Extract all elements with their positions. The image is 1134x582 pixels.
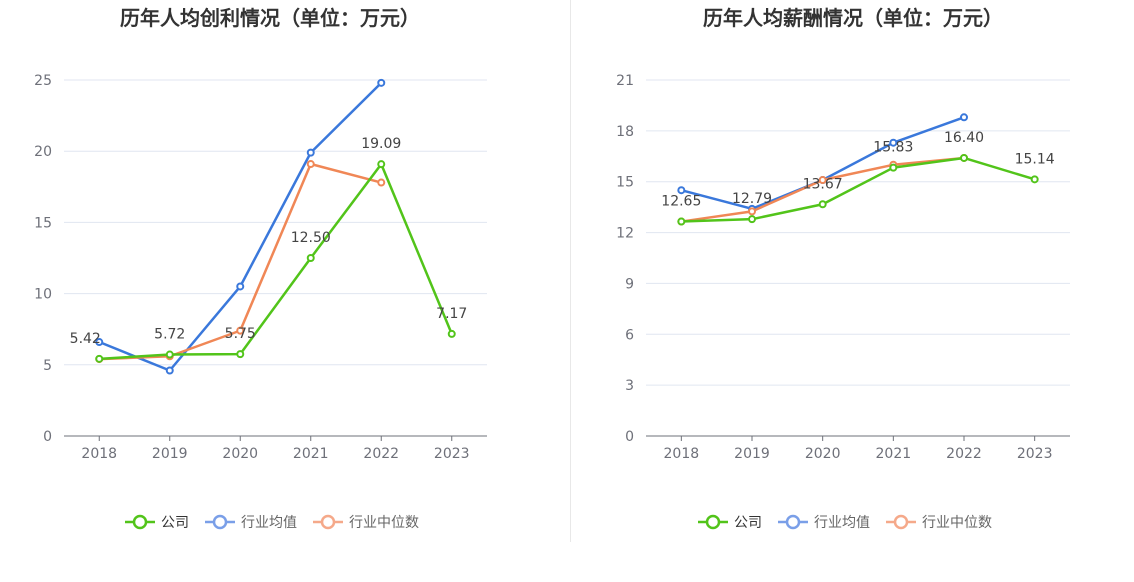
legend-label: 行业中位数 [922, 515, 992, 531]
x-tick-label: 2022 [363, 446, 399, 462]
x-tick-label: 2022 [946, 446, 982, 462]
data-point[interactable] [377, 78, 386, 87]
x-tick-label: 2021 [293, 446, 329, 462]
data-point[interactable] [165, 366, 174, 375]
data-label: 15.14 [1015, 151, 1055, 167]
y-tick-label: 0 [625, 429, 634, 445]
y-tick-label: 9 [625, 276, 634, 292]
y-tick-label: 15 [616, 175, 634, 191]
legend-marker [132, 514, 148, 530]
data-label: 5.75 [225, 326, 256, 342]
legend-marker [320, 514, 336, 530]
y-tick-label: 20 [34, 144, 52, 160]
x-tick-label: 2018 [81, 446, 117, 462]
data-point[interactable] [889, 163, 898, 172]
x-tick-label: 2018 [664, 446, 700, 462]
x-tick-label: 2023 [1017, 446, 1053, 462]
data-label: 12.79 [732, 191, 772, 207]
data-point[interactable] [960, 113, 968, 122]
y-tick-label: 0 [43, 429, 52, 445]
legend-marker [212, 514, 228, 530]
data-point[interactable] [236, 282, 245, 291]
data-label: 12.50 [291, 230, 331, 246]
data-label: 12.65 [661, 194, 701, 210]
chart-salary-per-capita: 历年人均薪酬情况（单位：万元） 0 3 6 9 12 15 18 21 2018 2019 2020… [616, 6, 1070, 531]
chart-title: 历年人均薪酬情况（单位：万元） [703, 6, 1003, 30]
data-point[interactable] [377, 160, 386, 169]
data-point[interactable] [1030, 175, 1039, 184]
data-point[interactable] [748, 215, 756, 224]
x-tick-label: 2019 [734, 446, 770, 462]
data-point[interactable] [165, 350, 174, 359]
legend-marker [705, 514, 721, 530]
data-point[interactable] [748, 207, 756, 216]
data-point[interactable] [236, 350, 245, 359]
series-line-0 [681, 156, 1036, 223]
y-tick-label: 5 [43, 358, 52, 374]
legend-label: 行业均值 [241, 515, 297, 531]
x-tick-label: 2020 [222, 446, 258, 462]
data-label: 16.40 [944, 130, 984, 146]
legend-marker [785, 514, 801, 530]
x-tick-label: 2019 [152, 446, 188, 462]
chart-panel-salary: 历年人均薪酬情况（单位：万元） 0 3 6 9 12 15 18 21 2018 2019 2020… [571, 0, 1134, 582]
legend-label: 公司 [161, 515, 189, 531]
data-label: 5.42 [70, 331, 101, 347]
x-tick-label: 2020 [805, 446, 841, 462]
legend-item-1[interactable]: 行业均值 [778, 514, 870, 531]
y-tick-label: 6 [625, 327, 634, 343]
data-point[interactable] [677, 217, 686, 226]
data-point[interactable] [95, 354, 104, 363]
y-tick-label: 15 [34, 215, 52, 231]
legend-label: 行业均值 [814, 515, 870, 531]
chart-panel-profit: 历年人均创利情况（单位：万元） 0 5 10 15 20 25 2018 2019 2020 20… [34, 6, 487, 531]
legend-label: 公司 [734, 515, 762, 531]
y-tick-label: 3 [625, 378, 634, 394]
y-tick-label: 18 [616, 124, 634, 140]
data-label: 7.17 [436, 306, 467, 322]
legend-marker [893, 514, 909, 530]
data-point[interactable] [677, 186, 686, 195]
legend-item-2[interactable]: 行业中位数 [313, 514, 419, 531]
legend-label: 行业中位数 [349, 515, 419, 531]
legend-item-0[interactable]: 公司 [125, 514, 189, 531]
chart-title: 历年人均创利情况（单位：万元） [120, 6, 420, 30]
y-tick-label: 12 [616, 226, 634, 242]
data-label: 19.09 [361, 136, 401, 152]
data-label: 13.67 [803, 176, 843, 192]
data-point[interactable] [236, 326, 245, 335]
data-point[interactable] [306, 254, 315, 262]
panel-divider [570, 0, 571, 542]
data-label: 15.83 [873, 140, 913, 156]
legend-item-1[interactable]: 行业均值 [205, 514, 297, 531]
legend-item-2[interactable]: 行业中位数 [886, 514, 992, 531]
data-point[interactable] [447, 329, 456, 338]
x-tick-label: 2021 [876, 446, 912, 462]
chart-profit-per-capita: 历年人均创利情况（单位：万元） 0 5 10 15 20 25 2018 2019 2020 20… [34, 6, 487, 531]
legend-item-0[interactable]: 公司 [698, 514, 762, 531]
data-point[interactable] [95, 338, 104, 347]
data-point[interactable] [889, 138, 898, 147]
data-point[interactable] [377, 178, 386, 187]
y-tick-label: 10 [34, 287, 52, 303]
data-label: 5.72 [154, 327, 185, 343]
data-point[interactable] [960, 153, 968, 162]
x-tick-label: 2023 [434, 446, 470, 462]
y-tick-label: 25 [34, 73, 52, 89]
data-point[interactable] [818, 200, 827, 209]
y-tick-label: 21 [616, 73, 634, 89]
data-point[interactable] [306, 148, 315, 157]
series-line-0 [99, 162, 453, 361]
data-point[interactable] [818, 176, 827, 185]
data-point[interactable] [306, 160, 315, 169]
